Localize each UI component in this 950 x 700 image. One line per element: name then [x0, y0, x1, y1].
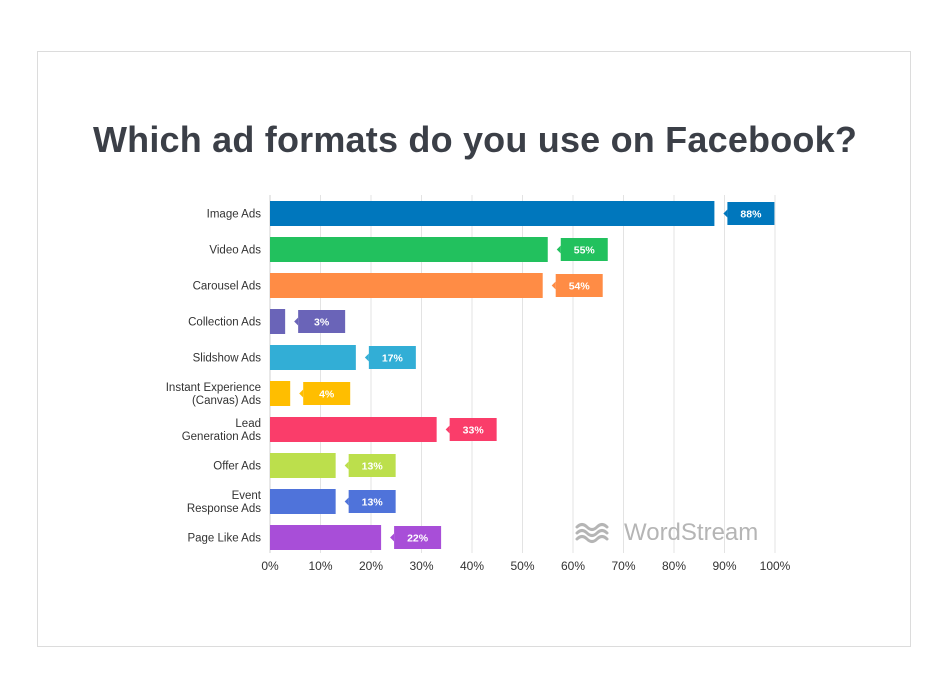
value-badge-pointer [344, 497, 349, 506]
bars: 88% 55% 54% 3% 17% 4% 33% 13% 13% 22% [270, 201, 775, 550]
value-badge [394, 526, 442, 549]
x-tick-label: 0% [261, 559, 279, 573]
bar [270, 309, 286, 334]
chart-title: Which ad formats do you use on Facebook? [92, 119, 858, 160]
value-badge-pointer [294, 317, 299, 326]
category-label-line: Response Ads [187, 503, 261, 515]
category-label: Offer Ads [213, 461, 261, 473]
category-label: Collection Ads [188, 317, 261, 329]
category-label: Image Ads [207, 209, 262, 221]
wordstream-wordmark: WordStream [624, 519, 758, 546]
category-label-line: Carousel Ads [193, 281, 262, 293]
category-label-line: Event [232, 490, 262, 502]
x-tick-label: 30% [409, 559, 433, 573]
value-badge-pointer [299, 389, 304, 398]
data-label: 13% [362, 497, 384, 509]
category-label-line: Instant Experience [166, 382, 261, 394]
x-tick-label: 100% [760, 559, 791, 573]
category-label: Event Response Ads [187, 490, 262, 515]
x-tick-label: 10% [308, 559, 332, 573]
value-badge-pointer [723, 209, 728, 218]
bar [270, 453, 336, 478]
value-badge-pointer [390, 533, 395, 542]
category-label: Page Like Ads [187, 533, 261, 545]
x-tick-label: 80% [662, 559, 686, 573]
x-tick-label: 40% [460, 559, 484, 573]
value-badge [303, 382, 351, 405]
x-tick-label: 50% [510, 559, 534, 573]
data-label: 3% [314, 317, 330, 329]
data-label: 13% [362, 461, 384, 473]
value-badge [348, 454, 396, 477]
x-tick-label: 60% [561, 559, 585, 573]
data-label: 4% [319, 389, 335, 401]
x-tick-label: 90% [712, 559, 736, 573]
value-badge [368, 346, 416, 369]
value-badge [348, 490, 396, 513]
wordstream-waves-icon [575, 523, 609, 543]
category-label: Carousel Ads [193, 281, 262, 293]
category-label-line: Page Like Ads [187, 533, 261, 545]
category-label: Instant Experience (Canvas) Ads [166, 382, 262, 407]
data-label: 54% [569, 281, 591, 293]
value-badge-pointer [445, 425, 450, 434]
value-badge-pointer [551, 281, 556, 290]
x-tick-labels: 0% 10% 20% 30% 40% 50% 60% 70% 80% 90% 100% [261, 559, 790, 573]
value-badge-pointer [556, 245, 561, 254]
category-label-line: Collection Ads [188, 317, 261, 329]
category-label-line: Generation Ads [182, 431, 262, 443]
category-labels: Image Ads Video Ads Carousel Ads Collection… [166, 209, 262, 545]
x-tick-label: 70% [611, 559, 635, 573]
bar [270, 201, 715, 226]
category-label: Video Ads [209, 245, 261, 257]
value-badge [298, 310, 346, 333]
bar [270, 525, 382, 550]
data-label: 55% [574, 245, 596, 257]
bar [270, 417, 437, 442]
value-badge-pointer [364, 353, 369, 362]
category-label-line: Slidshow Ads [193, 353, 262, 365]
bar [270, 273, 543, 298]
value-badge [727, 202, 775, 225]
data-label: 22% [407, 533, 429, 545]
value-badge-pointer [344, 461, 349, 470]
bar [270, 345, 356, 370]
category-label: Slidshow Ads [193, 353, 262, 365]
bar [270, 381, 291, 406]
category-label-line: Image Ads [207, 209, 262, 221]
wordstream-watermark: WordStream [575, 519, 758, 546]
data-label: 88% [740, 209, 762, 221]
value-badge [555, 274, 603, 297]
bar [270, 489, 336, 514]
bar [270, 237, 548, 262]
category-label-line: Lead [235, 418, 261, 430]
value-badge [449, 418, 497, 441]
value-badge [560, 238, 608, 261]
chart-card [37, 51, 911, 647]
data-label: 33% [463, 425, 485, 437]
category-label-line: Video Ads [209, 245, 261, 257]
category-label: Lead Generation Ads [182, 418, 262, 443]
category-label-line: Offer Ads [213, 461, 261, 473]
category-label-line: (Canvas) Ads [192, 395, 261, 407]
x-tick-label: 20% [359, 559, 383, 573]
data-label: 17% [382, 353, 404, 365]
